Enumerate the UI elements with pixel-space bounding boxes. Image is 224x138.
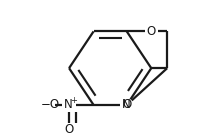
Text: O: O	[122, 99, 131, 112]
Text: −O: −O	[41, 99, 60, 112]
Text: N: N	[122, 99, 131, 112]
Text: O: O	[65, 123, 74, 136]
Text: +: +	[71, 95, 78, 105]
Text: N: N	[63, 99, 72, 112]
Text: O: O	[147, 25, 156, 38]
